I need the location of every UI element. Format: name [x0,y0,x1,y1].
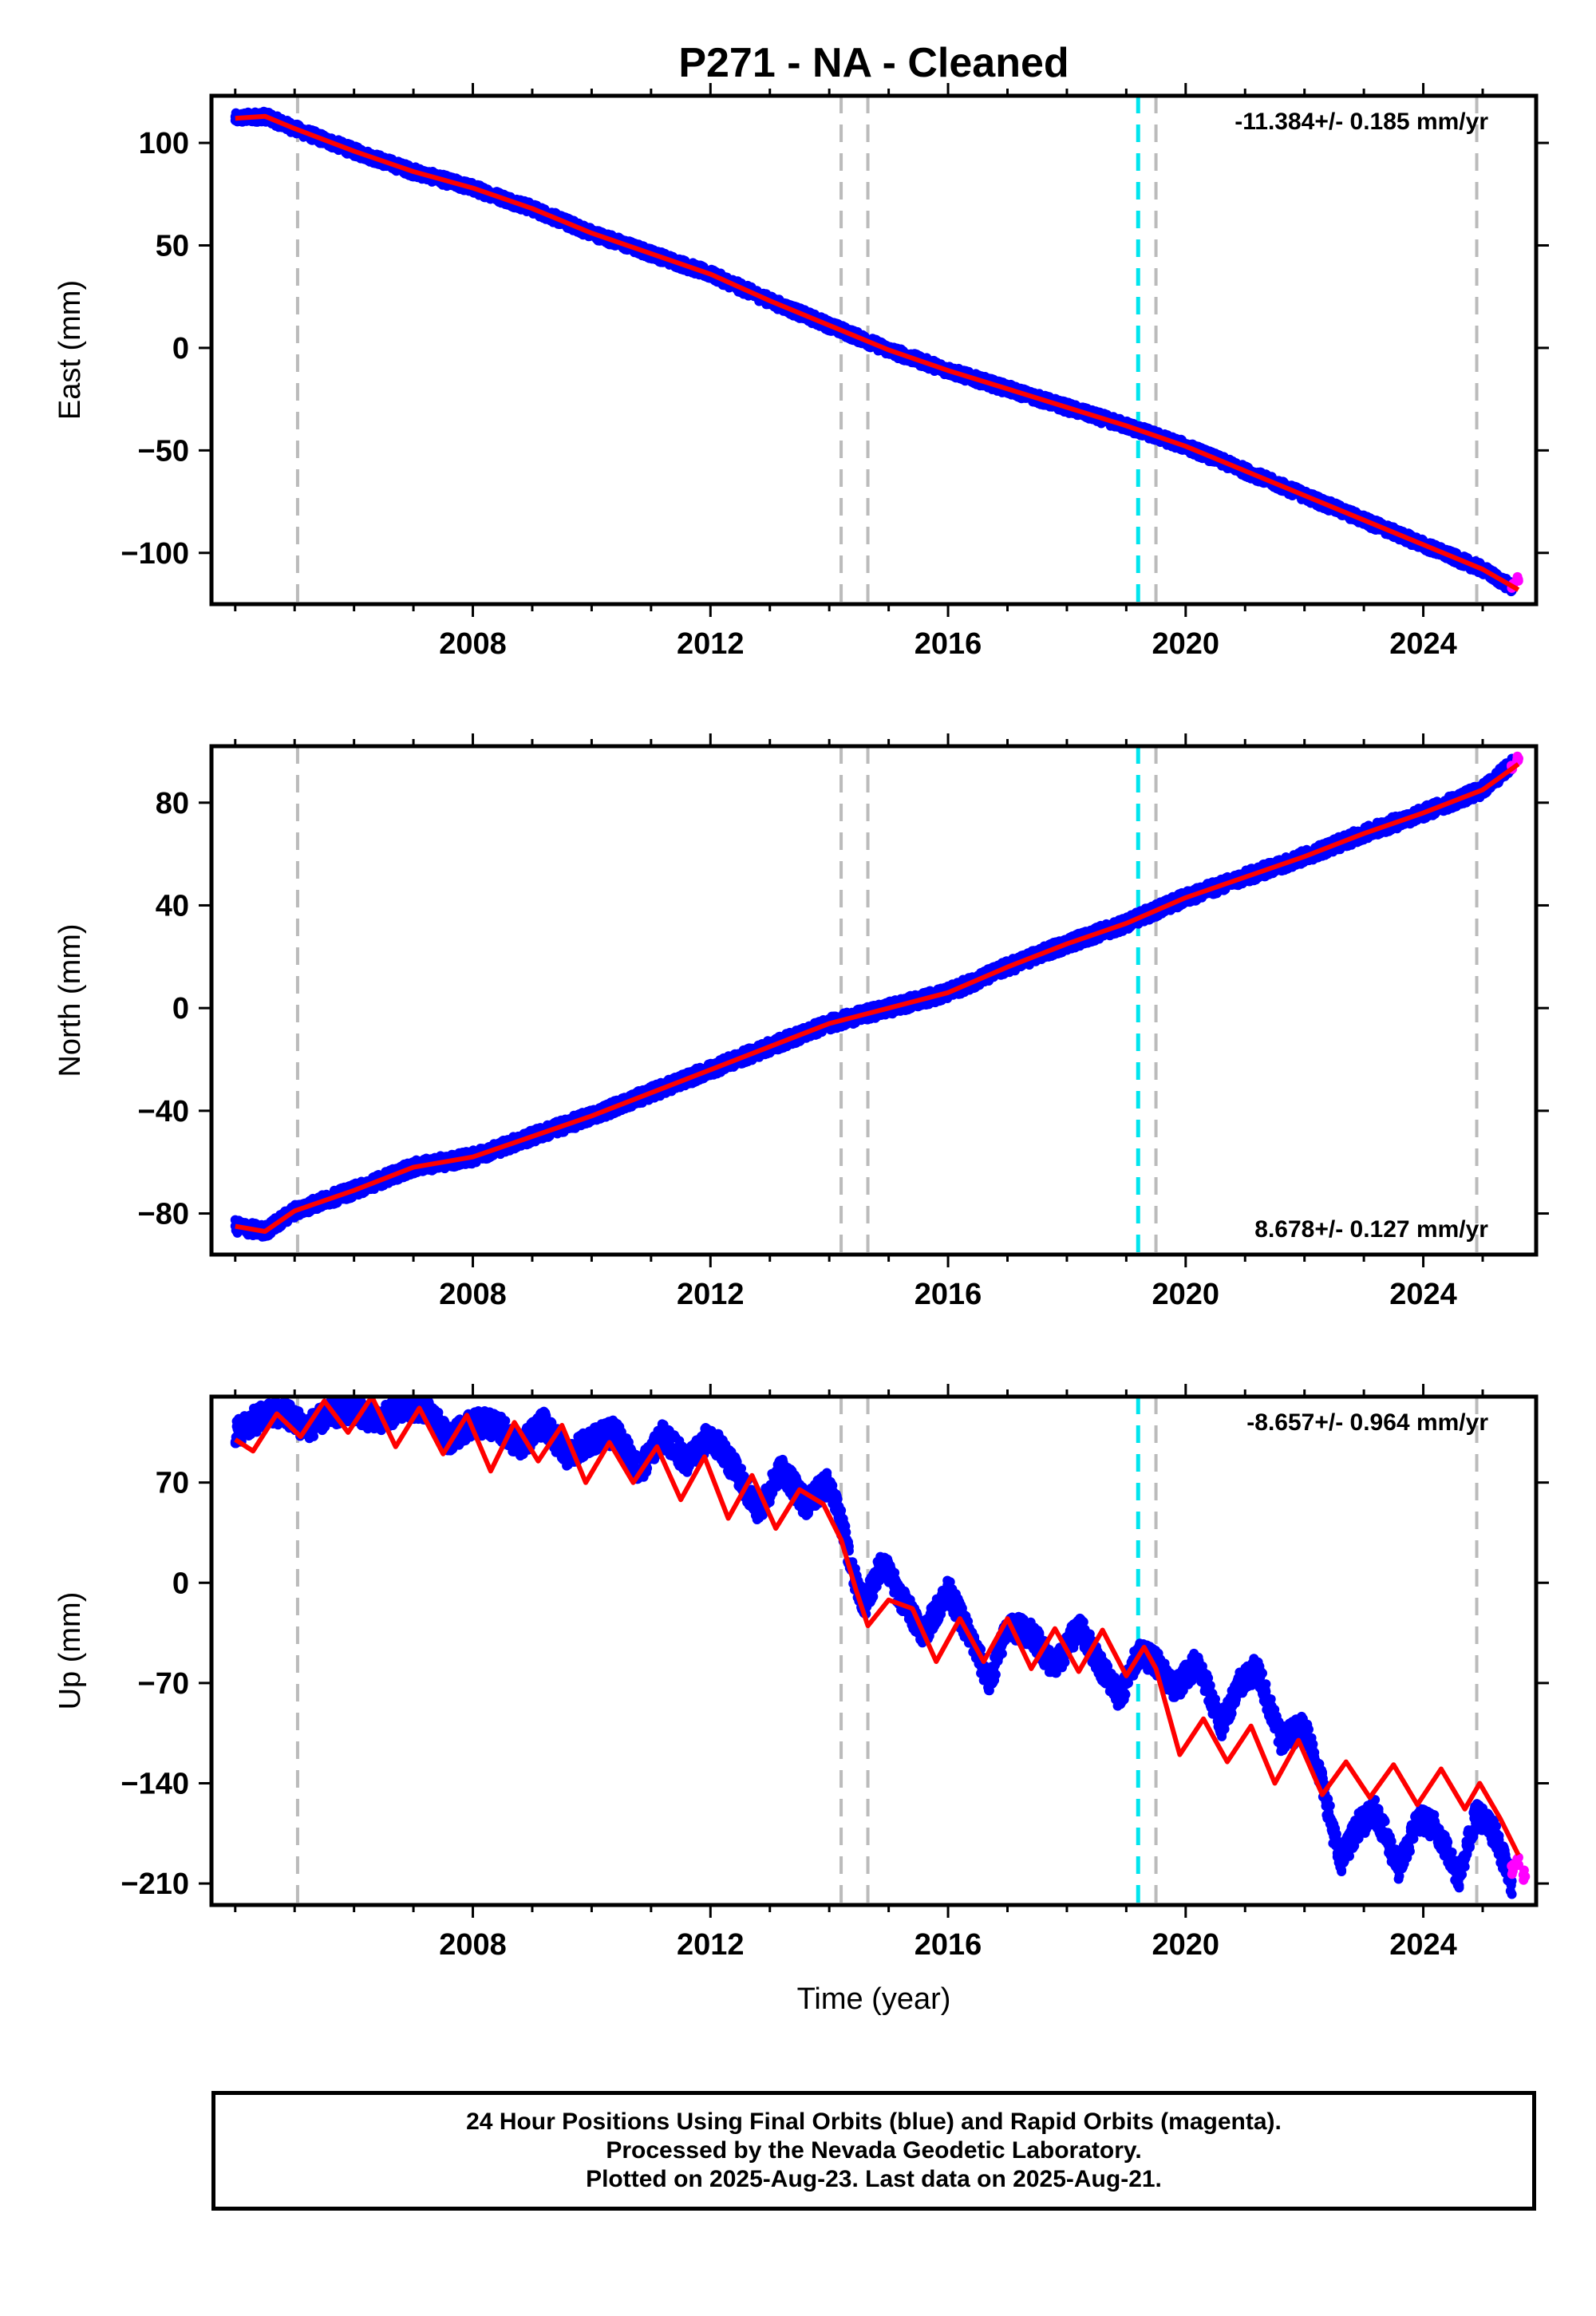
panel-frame [209,93,1539,607]
plot-area [230,746,1523,1255]
rate-label: -11.384+/- 0.185 mm/yr [1235,109,1488,135]
y-tick-label: −100 [120,537,189,571]
panel-east: 2008 2012 2016 2020 2024 100 50 0 −50 −100 East (m… [53,83,1549,661]
y-tick-label: −50 [138,434,189,468]
x-tick-label: 2016 [915,627,982,661]
x-tick-label: 2020 [1152,627,1220,661]
figure-title: P271 - NA - Cleaned [678,40,1069,86]
y-tick-label: 100 [139,127,189,160]
y-tick-label: 0 [172,332,189,366]
y-tick-label: 50 [156,230,189,263]
y-axis-label: East (mm) [53,280,87,420]
rapid-orbit-point [1513,575,1523,585]
plot-area [230,96,1523,604]
x-tick-label: 2008 [439,627,507,661]
x-tick-label: 2012 [677,627,745,661]
model-line [235,113,1520,592]
x-tick-label: 2024 [1389,627,1457,661]
